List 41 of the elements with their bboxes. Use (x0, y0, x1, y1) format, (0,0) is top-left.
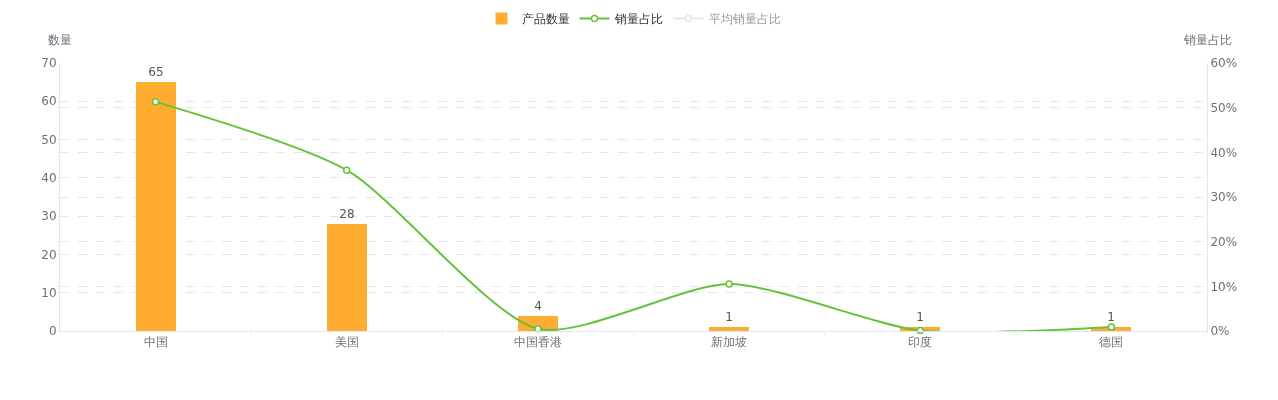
y2-tick-label: 30% (1210, 190, 1238, 205)
y-tick-label: 70 (41, 56, 57, 71)
legend-label: 产品数量 (521, 12, 570, 27)
y2-tick-label: 20% (1210, 234, 1238, 249)
y-tick-label: 0 (48, 324, 57, 339)
x-tick-label: 中国香港 (513, 335, 562, 350)
data-label: 1 (916, 310, 924, 324)
legend-label: 销量占比 (613, 12, 663, 27)
data-label: 1 (725, 310, 733, 324)
data-label: 65 (148, 65, 164, 79)
y2-tick-label: 50% (1210, 100, 1238, 115)
y2-tick-label: 60% (1210, 56, 1238, 71)
data-label: 4 (534, 299, 542, 313)
point (343, 166, 351, 174)
y-tick-label: 50 (41, 132, 57, 147)
y-tick-label: 10 (41, 285, 57, 300)
point (1107, 323, 1116, 331)
x-tick-label: 印度 (908, 335, 933, 350)
y-axis-title: 数量 (48, 33, 72, 47)
y2-tick-label: 40% (1210, 145, 1238, 160)
legend-label: 平均销量占比 (708, 12, 781, 27)
point (534, 325, 542, 333)
x-tick-label: 新加坡 (711, 335, 748, 350)
bar (136, 82, 176, 331)
bar (709, 327, 749, 331)
bar (327, 224, 367, 331)
x-tick-label: 美国 (334, 335, 359, 350)
y-tick-label: 20 (41, 247, 57, 262)
y-tick-label: 60 (41, 94, 57, 109)
x-tick-label: 德国 (1099, 335, 1124, 350)
y-tick-label: 30 (41, 209, 57, 224)
data-label: 28 (339, 207, 355, 221)
point (151, 98, 160, 106)
data-label: 1 (1107, 310, 1115, 324)
x-tick-label: 中国 (143, 335, 168, 350)
point (725, 280, 733, 288)
y2-tick-label: 10% (1210, 279, 1238, 294)
point (916, 326, 924, 335)
y-tick-label: 40 (41, 171, 57, 186)
y2-tick-label: 0% (1210, 324, 1230, 339)
y2-axis-title: 销量占比 (1183, 33, 1232, 47)
